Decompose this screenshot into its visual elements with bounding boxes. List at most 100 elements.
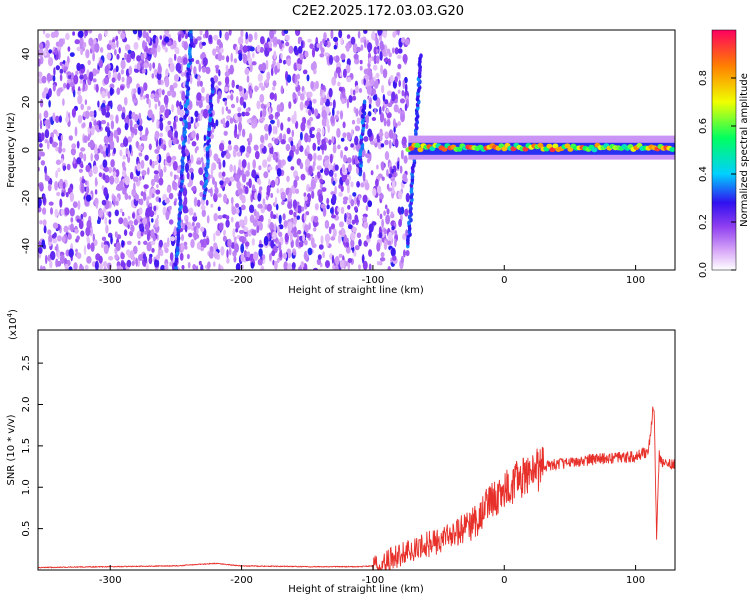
heatmap-cell: [279, 42, 283, 50]
heatmap-cell: [210, 77, 214, 83]
heatmap-cell: [299, 162, 304, 170]
heatmap-cell: [417, 147, 424, 153]
heatmap-cell: [347, 224, 353, 230]
heatmap-cell: [119, 208, 123, 214]
heatmap-cell: [251, 169, 257, 179]
heatmap-cell: [131, 111, 136, 120]
snr-x-label: Height of straight line (km): [288, 584, 424, 595]
heatmap-cell: [201, 86, 205, 94]
heatmap-cell: [52, 84, 56, 92]
heatmap-cell: [185, 218, 189, 226]
heatmap-cell: [114, 49, 117, 56]
heatmap-cell: [340, 53, 346, 60]
heatmap-cell: [182, 205, 188, 214]
heatmap-cell: [161, 89, 165, 96]
heatmap-cell: [123, 229, 128, 237]
heatmap-cell: [311, 190, 315, 199]
heatmap-cell: [136, 140, 139, 149]
heatmap-cell: [74, 39, 80, 45]
heatmap-cell: [198, 63, 202, 73]
heatmap-cell: [67, 46, 71, 52]
heatmap-cell: [173, 120, 177, 130]
heatmap-cell: [146, 242, 152, 252]
heatmap-cell: [384, 131, 389, 138]
heatmap-cell: [86, 234, 90, 243]
heatmap-cell: [40, 151, 45, 157]
heatmap-cell: [174, 46, 180, 54]
heatmap-cell: [280, 159, 286, 166]
heatmap-cell: [242, 45, 248, 53]
heatmap-cell: [371, 32, 375, 41]
heatmap-cell: [249, 117, 254, 125]
heatmap-cell: [53, 129, 58, 134]
heatmap-cell: [293, 215, 297, 225]
heatmap-cell: [76, 140, 80, 149]
heatmap-cell: [398, 190, 403, 200]
heatmap-cell: [142, 69, 146, 74]
heatmap-cell: [310, 126, 315, 131]
heatmap-cell: [102, 173, 106, 181]
heatmap-cell: [237, 36, 244, 46]
heatmap-cell: [272, 231, 277, 240]
heatmap-cell: [63, 66, 68, 72]
heatmap-cell: [80, 163, 84, 169]
heatmap-cell: [117, 104, 123, 112]
heatmap-cell: [298, 241, 304, 248]
heatmap-cell: [160, 143, 164, 149]
heatmap-cell: [324, 155, 330, 161]
heatmap-cell: [369, 151, 372, 162]
heatmap-cell: [78, 30, 84, 38]
heatmap-cell: [401, 150, 404, 160]
heatmap-cell: [80, 230, 85, 237]
heatmap-cell: [165, 210, 170, 221]
heatmap-cell: [151, 248, 155, 253]
heatmap-cell: [372, 64, 378, 71]
heatmap-cell: [300, 121, 306, 132]
heatmap-cell: [332, 228, 337, 238]
heatmap-cell: [242, 173, 247, 183]
heatmap-cell: [294, 49, 299, 56]
heatmap-cell: [362, 254, 365, 264]
heatmap-cell: [117, 72, 121, 81]
heatmap-cell: [70, 147, 76, 156]
heatmap-cell: [390, 74, 394, 84]
heatmap-cell: [94, 260, 99, 270]
heatmap-cell: [235, 221, 241, 229]
heatmap-cell: [127, 136, 133, 143]
heatmap-cell: [108, 166, 113, 174]
heatmap-cell: [106, 122, 110, 128]
heatmap-cell: [401, 90, 405, 97]
heatmap-cell: [48, 100, 51, 108]
heatmap-cell: [546, 143, 553, 149]
heatmap-cell: [237, 112, 242, 118]
heatmap-cell: [340, 185, 344, 192]
heatmap-cell: [59, 254, 65, 264]
heatmap-cell: [50, 207, 53, 215]
heatmap-cell: [275, 203, 279, 211]
heatmap-cell: [94, 153, 100, 161]
heatmap-cell: [254, 85, 258, 92]
heatmap-cell: [98, 121, 102, 131]
heatmap-cell: [129, 250, 135, 260]
heatmap-cell: [181, 265, 185, 270]
heatmap-cell: [200, 205, 206, 211]
heatmap-cell: [186, 253, 190, 260]
heatmap-cell: [75, 70, 79, 76]
heatmap-cell: [300, 40, 304, 49]
heatmap-cell: [48, 201, 54, 206]
heatmap-cell: [391, 168, 394, 174]
colorbar-tick-label: 0.8: [698, 70, 709, 86]
heatmap-cell: [138, 152, 143, 157]
heatmap-cell: [383, 57, 389, 63]
heatmap-cell: [274, 260, 278, 270]
heatmap-cell: [233, 236, 237, 242]
heatmap-cell: [57, 250, 61, 260]
heatmap-cell: [379, 106, 382, 116]
heatmap-cell: [39, 220, 43, 225]
heatmap-cell: [160, 264, 166, 270]
heatmap-cell: [259, 93, 265, 103]
heatmap-cell: [304, 224, 309, 233]
heatmap-cell: [294, 74, 298, 83]
heatmap-cell: [82, 211, 87, 218]
heatmap-cell: [90, 172, 93, 177]
